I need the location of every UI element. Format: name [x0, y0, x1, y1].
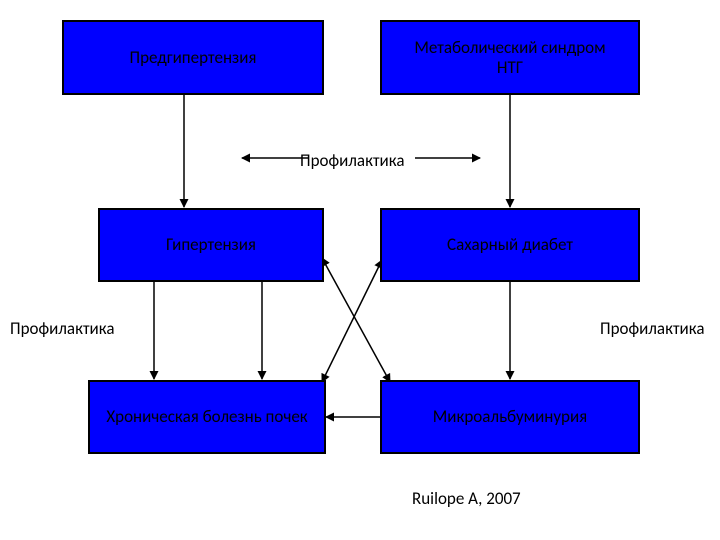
node-n4: Сахарный диабет	[380, 208, 640, 282]
citation: Ruilope A, 2007	[412, 488, 521, 509]
label-l2: Профилактика	[10, 318, 115, 339]
node-n3: Гипертензия	[98, 208, 324, 282]
diagram-canvas: Предгипертензия Метаболический синдромНТГ…	[0, 0, 720, 540]
node-n2: Метаболический синдромНТГ	[380, 20, 640, 95]
node-n1: Предгипертензия	[62, 20, 324, 95]
label-l3: Профилактика	[600, 318, 705, 339]
node-n6: Микроальбуминурия	[380, 380, 640, 454]
node-n5: Хроническая болезнь почек	[88, 380, 326, 454]
connector-8	[322, 260, 382, 382]
label-l1: Профилактика	[300, 150, 405, 171]
